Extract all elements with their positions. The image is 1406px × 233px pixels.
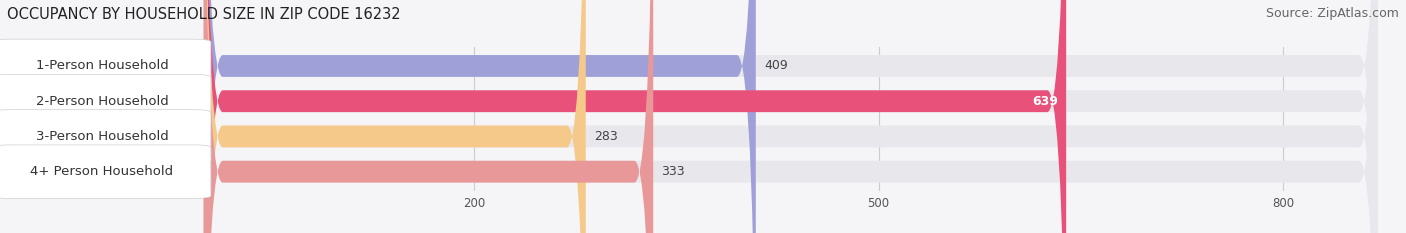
Text: 409: 409	[763, 59, 787, 72]
Text: 1-Person Household: 1-Person Household	[35, 59, 169, 72]
Text: 639: 639	[1032, 95, 1059, 108]
Text: 283: 283	[593, 130, 617, 143]
FancyBboxPatch shape	[204, 0, 1378, 233]
FancyBboxPatch shape	[204, 0, 1066, 233]
FancyBboxPatch shape	[204, 0, 1378, 233]
Text: OCCUPANCY BY HOUSEHOLD SIZE IN ZIP CODE 16232: OCCUPANCY BY HOUSEHOLD SIZE IN ZIP CODE …	[7, 7, 401, 22]
FancyBboxPatch shape	[204, 0, 1378, 233]
Text: 333: 333	[661, 165, 685, 178]
Text: 3-Person Household: 3-Person Household	[35, 130, 169, 143]
FancyBboxPatch shape	[204, 0, 1378, 233]
Text: 4+ Person Household: 4+ Person Household	[31, 165, 173, 178]
FancyBboxPatch shape	[204, 0, 756, 233]
FancyBboxPatch shape	[204, 0, 654, 233]
FancyBboxPatch shape	[204, 0, 586, 233]
Text: 2-Person Household: 2-Person Household	[35, 95, 169, 108]
Text: Source: ZipAtlas.com: Source: ZipAtlas.com	[1265, 7, 1399, 20]
